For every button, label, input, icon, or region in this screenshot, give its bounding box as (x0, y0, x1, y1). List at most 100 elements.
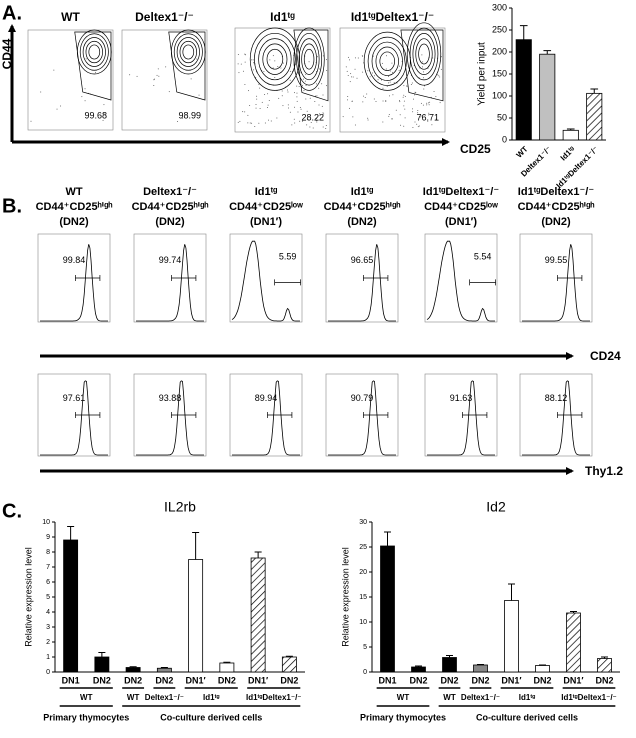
y-tick-label: 0 (46, 669, 50, 676)
y-tick-label: 5 (363, 644, 367, 651)
event-dot (323, 113, 325, 115)
event-dot (272, 67, 274, 69)
bar (250, 557, 266, 673)
event-dot (326, 69, 328, 71)
event-dot (381, 62, 383, 64)
x-tick-label: DN1′ (563, 675, 583, 685)
y-tick-label: 8 (46, 549, 50, 556)
column-header: CD44⁺CD25ʰⁱᵍʰ (132, 201, 209, 213)
event-dot (412, 98, 414, 100)
event-dot (432, 57, 434, 59)
event-dot (305, 98, 307, 100)
event-dot (428, 114, 430, 116)
event-dot (403, 105, 405, 107)
column-header: (DN2) (541, 216, 571, 228)
event-dot (362, 71, 364, 73)
event-dot (251, 122, 253, 124)
contour (76, 29, 112, 75)
event-dot (423, 77, 425, 79)
gate (171, 412, 197, 418)
error-bar (254, 551, 262, 558)
gate-percent: 97.61 (63, 393, 86, 403)
event-dot (421, 54, 423, 56)
event-dot (282, 62, 284, 64)
event-dot (427, 120, 429, 122)
group-label: Id1ᵗᵍDeltex1⁻/⁻ (246, 693, 302, 702)
error-bar (477, 664, 484, 665)
gate-percent: 5.54 (474, 251, 492, 261)
group-label: Deltex1⁻/⁻ (145, 693, 184, 702)
gate (75, 412, 101, 418)
event-dot (264, 122, 266, 124)
histogram-frame (133, 233, 207, 323)
event-dot (375, 100, 377, 102)
event-dot (308, 61, 310, 63)
error-bar (384, 531, 391, 546)
event-dot (129, 74, 131, 76)
error-bar (160, 667, 168, 669)
event-dot (367, 119, 369, 121)
event-dot (439, 102, 441, 104)
event-dot (403, 85, 405, 87)
bar (188, 559, 204, 673)
event-dot (414, 94, 416, 96)
event-dot (244, 61, 246, 63)
event-dot (385, 101, 387, 103)
event-dot (53, 69, 55, 71)
gate (469, 279, 496, 286)
event-dot (309, 126, 311, 128)
event-dot (84, 88, 86, 90)
event-dot (251, 59, 253, 61)
event-dot (428, 112, 430, 114)
x-tick-label: DN2 (471, 675, 489, 685)
event-dot (417, 112, 419, 114)
event-dot (399, 100, 401, 102)
contour (409, 27, 439, 81)
event-dot (429, 101, 431, 103)
gate-percent: 89.94 (255, 393, 278, 403)
event-dot (342, 116, 344, 118)
x-tick-label: DN2 (280, 675, 298, 685)
event-dot (354, 124, 356, 126)
contour (170, 29, 206, 75)
event-dot (325, 85, 327, 87)
event-dot (321, 105, 323, 107)
event-dot (196, 58, 198, 60)
x-tick-label: DN1′ (501, 675, 521, 685)
event-dot (263, 71, 265, 73)
chart-title: IL2rb (164, 499, 196, 515)
y-tick-label: 25 (359, 544, 367, 551)
event-dot (247, 122, 249, 124)
event-dot (317, 115, 319, 117)
event-dot (238, 72, 240, 74)
y-tick-label: 4 (46, 609, 50, 616)
event-dot (431, 124, 433, 126)
event-dot (322, 126, 324, 128)
event-dot (165, 66, 167, 68)
event-dot (391, 118, 393, 120)
event-dot (258, 83, 260, 85)
event-dot (386, 85, 388, 87)
contour (249, 27, 300, 91)
event-dot (60, 105, 62, 107)
contour (296, 32, 323, 86)
group-label: Id1ᵗᵍ (519, 693, 535, 702)
bar (539, 53, 556, 141)
event-dot (347, 56, 349, 58)
contour (266, 48, 284, 70)
plot-label: Id1ᵗᵍDeltex1⁻/⁻ (351, 10, 434, 24)
event-dot (237, 121, 239, 123)
event-dot (316, 120, 318, 122)
event-dot (362, 101, 364, 103)
event-dot (85, 58, 87, 60)
y-tick-label: 200 (492, 46, 507, 56)
gate (171, 275, 197, 281)
group-label: WT (443, 693, 456, 702)
event-dot (352, 76, 354, 78)
gate-percent: 76.71 (416, 112, 439, 122)
event-dot (298, 85, 300, 87)
event-dot (403, 100, 405, 102)
event-dot (296, 92, 298, 94)
event-dot (306, 124, 308, 126)
